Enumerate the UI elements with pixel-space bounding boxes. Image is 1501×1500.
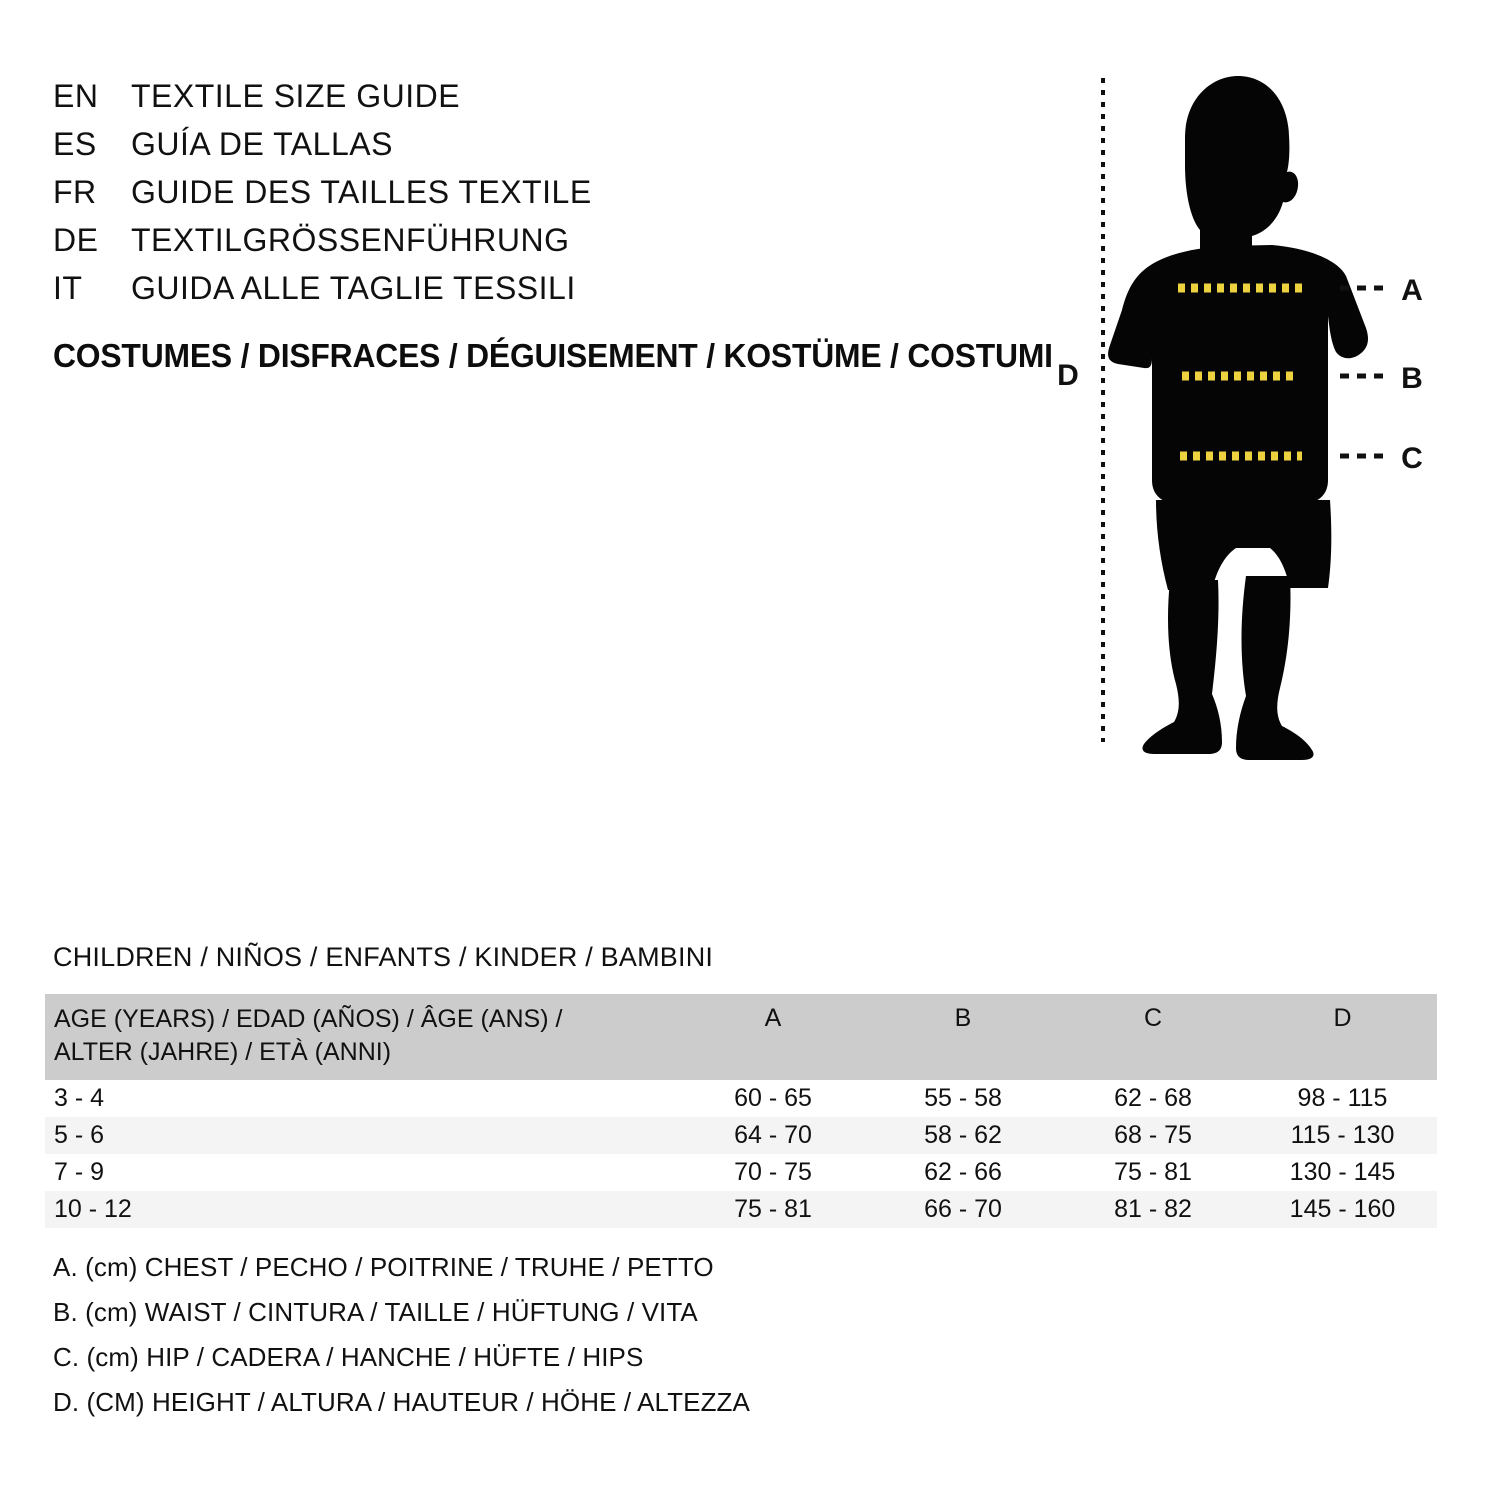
table-row: 3 - 4 60 - 65 55 - 58 62 - 68 98 - 115 [45, 1080, 1437, 1117]
cell-height: 145 - 160 [1289, 1195, 1396, 1223]
legend-row-height: D. (CM) HEIGHT / ALTURA / HAUTEUR / HÖHE… [53, 1387, 750, 1417]
size-table: AGE (YEARS) / EDAD (AÑOS) / ÂGE (ANS) / … [45, 994, 1437, 1228]
size-table-header: AGE (YEARS) / EDAD (AÑOS) / ÂGE (ANS) / … [45, 994, 1437, 1080]
language-text-it: GUIDA ALLE TAGLIE TESSILI [131, 270, 576, 306]
column-header-age: AGE (YEARS) / EDAD (AÑOS) / ÂGE (ANS) / … [45, 994, 678, 1080]
legend-row-waist: B. (cm) WAIST / CINTURA / TAILLE / HÜFTU… [53, 1297, 698, 1327]
column-header-age-line2: ALTER (JAHRE) / ETÀ (ANNI) [54, 1038, 392, 1066]
language-text-es: GUÍA DE TALLAS [131, 126, 393, 162]
cell-age: 3 - 4 [54, 1084, 105, 1112]
child-silhouette-figure: D A B [1040, 60, 1470, 760]
cell-waist: 55 - 58 [924, 1084, 1002, 1112]
language-row-it: IT GUIDA ALLE TAGLIE TESSILI [53, 270, 1013, 318]
language-code-it: IT [53, 270, 83, 306]
language-text-de: TEXTILGRÖSSENFÜHRUNG [131, 222, 570, 258]
column-header-age-line1: AGE (YEARS) / EDAD (AÑOS) / ÂGE (ANS) / [54, 1005, 563, 1033]
garment-category-subtitle: COSTUMES / DISFRACES / DÉGUISEMENT / KOS… [53, 337, 1053, 374]
language-row-de: DE TEXTILGRÖSSENFÜHRUNG [53, 222, 1013, 270]
cell-height: 115 - 130 [1290, 1121, 1395, 1149]
cell-chest: 70 - 75 [734, 1158, 812, 1186]
table-row: 7 - 9 70 - 75 62 - 66 75 - 81 130 - 145 [45, 1154, 1437, 1191]
cell-age: 5 - 6 [54, 1121, 105, 1149]
language-row-en: EN TEXTILE SIZE GUIDE [53, 78, 1013, 126]
language-text-en: TEXTILE SIZE GUIDE [131, 78, 461, 114]
cell-height: 98 - 115 [1297, 1084, 1388, 1112]
cell-age: 7 - 9 [54, 1158, 105, 1186]
size-table-body: 3 - 4 60 - 65 55 - 58 62 - 68 98 - 115 5… [45, 1080, 1437, 1228]
column-header-c: C [1143, 1004, 1163, 1032]
cell-hip: 75 - 81 [1114, 1158, 1192, 1186]
language-code-es: ES [53, 126, 97, 162]
size-table-header-row: AGE (YEARS) / EDAD (AÑOS) / ÂGE (ANS) / … [45, 994, 1437, 1080]
language-text-fr: GUIDE DES TAILLES TEXTILE [131, 174, 592, 210]
table-section-title: CHILDREN / NIÑOS / ENFANTS / KINDER / BA… [53, 942, 714, 972]
language-header-block: EN TEXTILE SIZE GUIDE ES GUÍA DE TALLAS … [53, 78, 1013, 318]
cell-hip: 81 - 82 [1114, 1195, 1192, 1223]
column-header-b: B [954, 1004, 972, 1032]
chest-label-a: A [1401, 274, 1423, 307]
legend-row-chest: A. (cm) CHEST / PECHO / POITRINE / TRUHE… [53, 1252, 714, 1282]
cell-waist: 66 - 70 [924, 1195, 1002, 1223]
hip-label-c: C [1401, 442, 1423, 475]
waist-label-b: B [1401, 362, 1423, 395]
cell-chest: 60 - 65 [734, 1084, 812, 1112]
language-code-de: DE [53, 222, 99, 258]
language-code-fr: FR [53, 174, 97, 210]
legend-row-hip: C. (cm) HIP / CADERA / HANCHE / HÜFTE / … [53, 1342, 644, 1372]
cell-age: 10 - 12 [54, 1195, 132, 1223]
language-code-en: EN [53, 78, 99, 114]
column-header-a: A [764, 1004, 782, 1032]
cell-waist: 58 - 62 [924, 1121, 1002, 1149]
cell-hip: 62 - 68 [1114, 1084, 1192, 1112]
table-row: 10 - 12 75 - 81 66 - 70 81 - 82 145 - 16… [45, 1191, 1437, 1228]
table-row: 5 - 6 64 - 70 58 - 62 68 - 75 115 - 130 [45, 1117, 1437, 1154]
cell-height: 130 - 145 [1289, 1158, 1396, 1186]
cell-chest: 75 - 81 [734, 1195, 812, 1223]
height-label-d: D [1057, 359, 1079, 392]
cell-hip: 68 - 75 [1114, 1121, 1192, 1149]
cell-chest: 64 - 70 [734, 1121, 812, 1149]
cell-waist: 62 - 66 [924, 1158, 1002, 1186]
column-header-d: D [1333, 1004, 1352, 1032]
language-row-es: ES GUÍA DE TALLAS [53, 126, 1013, 174]
silhouette-body [1108, 76, 1368, 760]
language-row-fr: FR GUIDE DES TAILLES TEXTILE [53, 174, 1013, 222]
measurement-legend: A. (cm) CHEST / PECHO / POITRINE / TRUHE… [53, 1252, 750, 1432]
